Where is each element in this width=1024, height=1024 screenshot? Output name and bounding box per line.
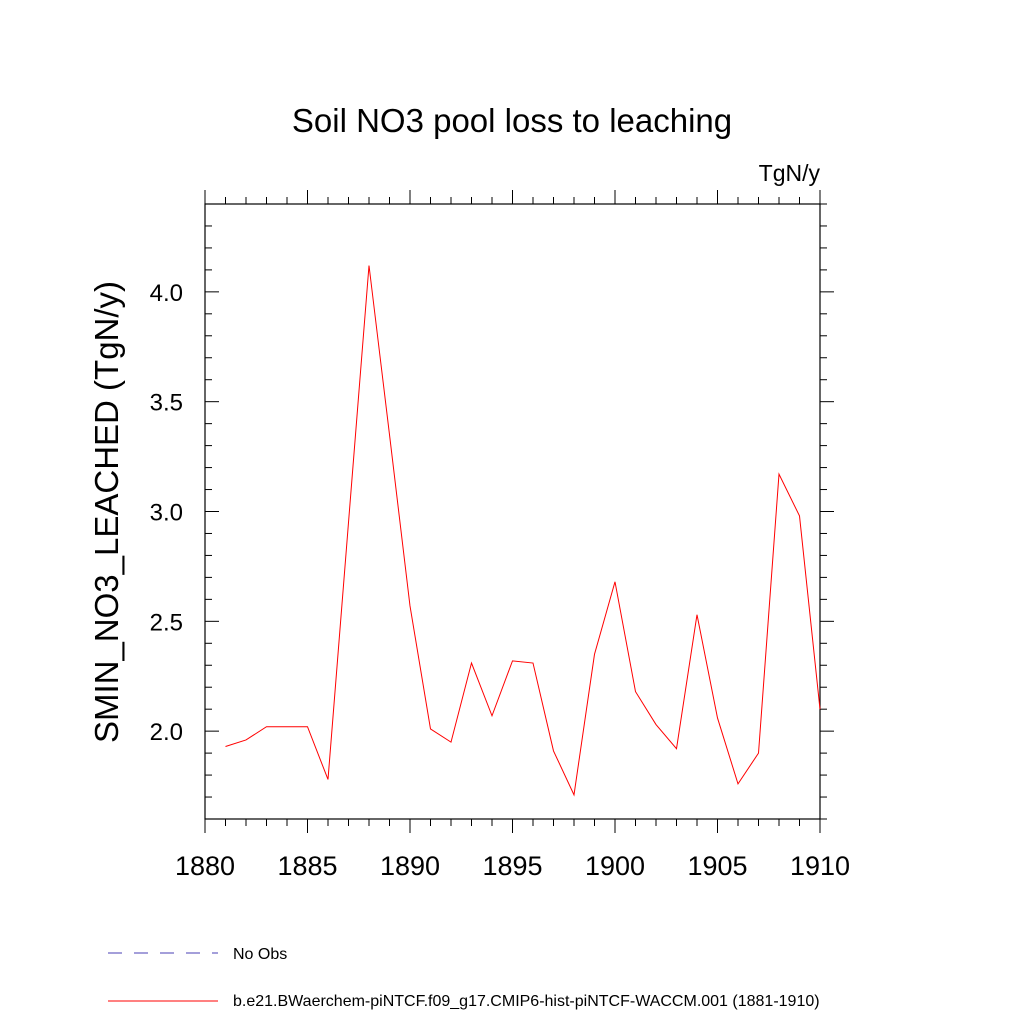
y-tick-label: 4.0 (150, 280, 183, 307)
legend-label-model-run: b.e21.BWaerchem-piNTCF.f09_g17.CMIP6-his… (233, 993, 820, 1010)
x-tick-label: 1910 (790, 851, 850, 881)
x-tick-label: 1880 (175, 851, 235, 881)
x-tick-label: 1890 (380, 851, 440, 881)
y-tick-label: 3.5 (150, 390, 183, 417)
y-tick-label: 2.5 (150, 609, 183, 636)
chart-title: Soil NO3 pool loss to leaching (292, 102, 732, 139)
x-tick-label: 1895 (482, 851, 542, 881)
y-tick-label: 2.0 (150, 719, 183, 746)
x-tick-label: 1885 (277, 851, 337, 881)
axis-ticks (204, 190, 834, 833)
series-line (225, 265, 821, 797)
x-tick-label: 1900 (585, 851, 645, 881)
legend-label-no-obs: No Obs (233, 946, 287, 963)
data-series (225, 265, 821, 797)
units-label: TgN/y (759, 160, 821, 186)
x-tick-labels: 1880 1885 1890 1895 1900 1905 1910 (175, 851, 850, 881)
y-axis-title: SMIN_NO3_LEACHED (TgN/y) (88, 281, 125, 743)
y-tick-label: 3.0 (150, 500, 183, 527)
y-tick-labels: 2.0 2.5 3.0 3.5 4.0 (150, 280, 183, 746)
legend: No Obs b.e21.BWaerchem-piNTCF.f09_g17.CM… (108, 946, 820, 1010)
x-tick-label: 1905 (687, 851, 747, 881)
